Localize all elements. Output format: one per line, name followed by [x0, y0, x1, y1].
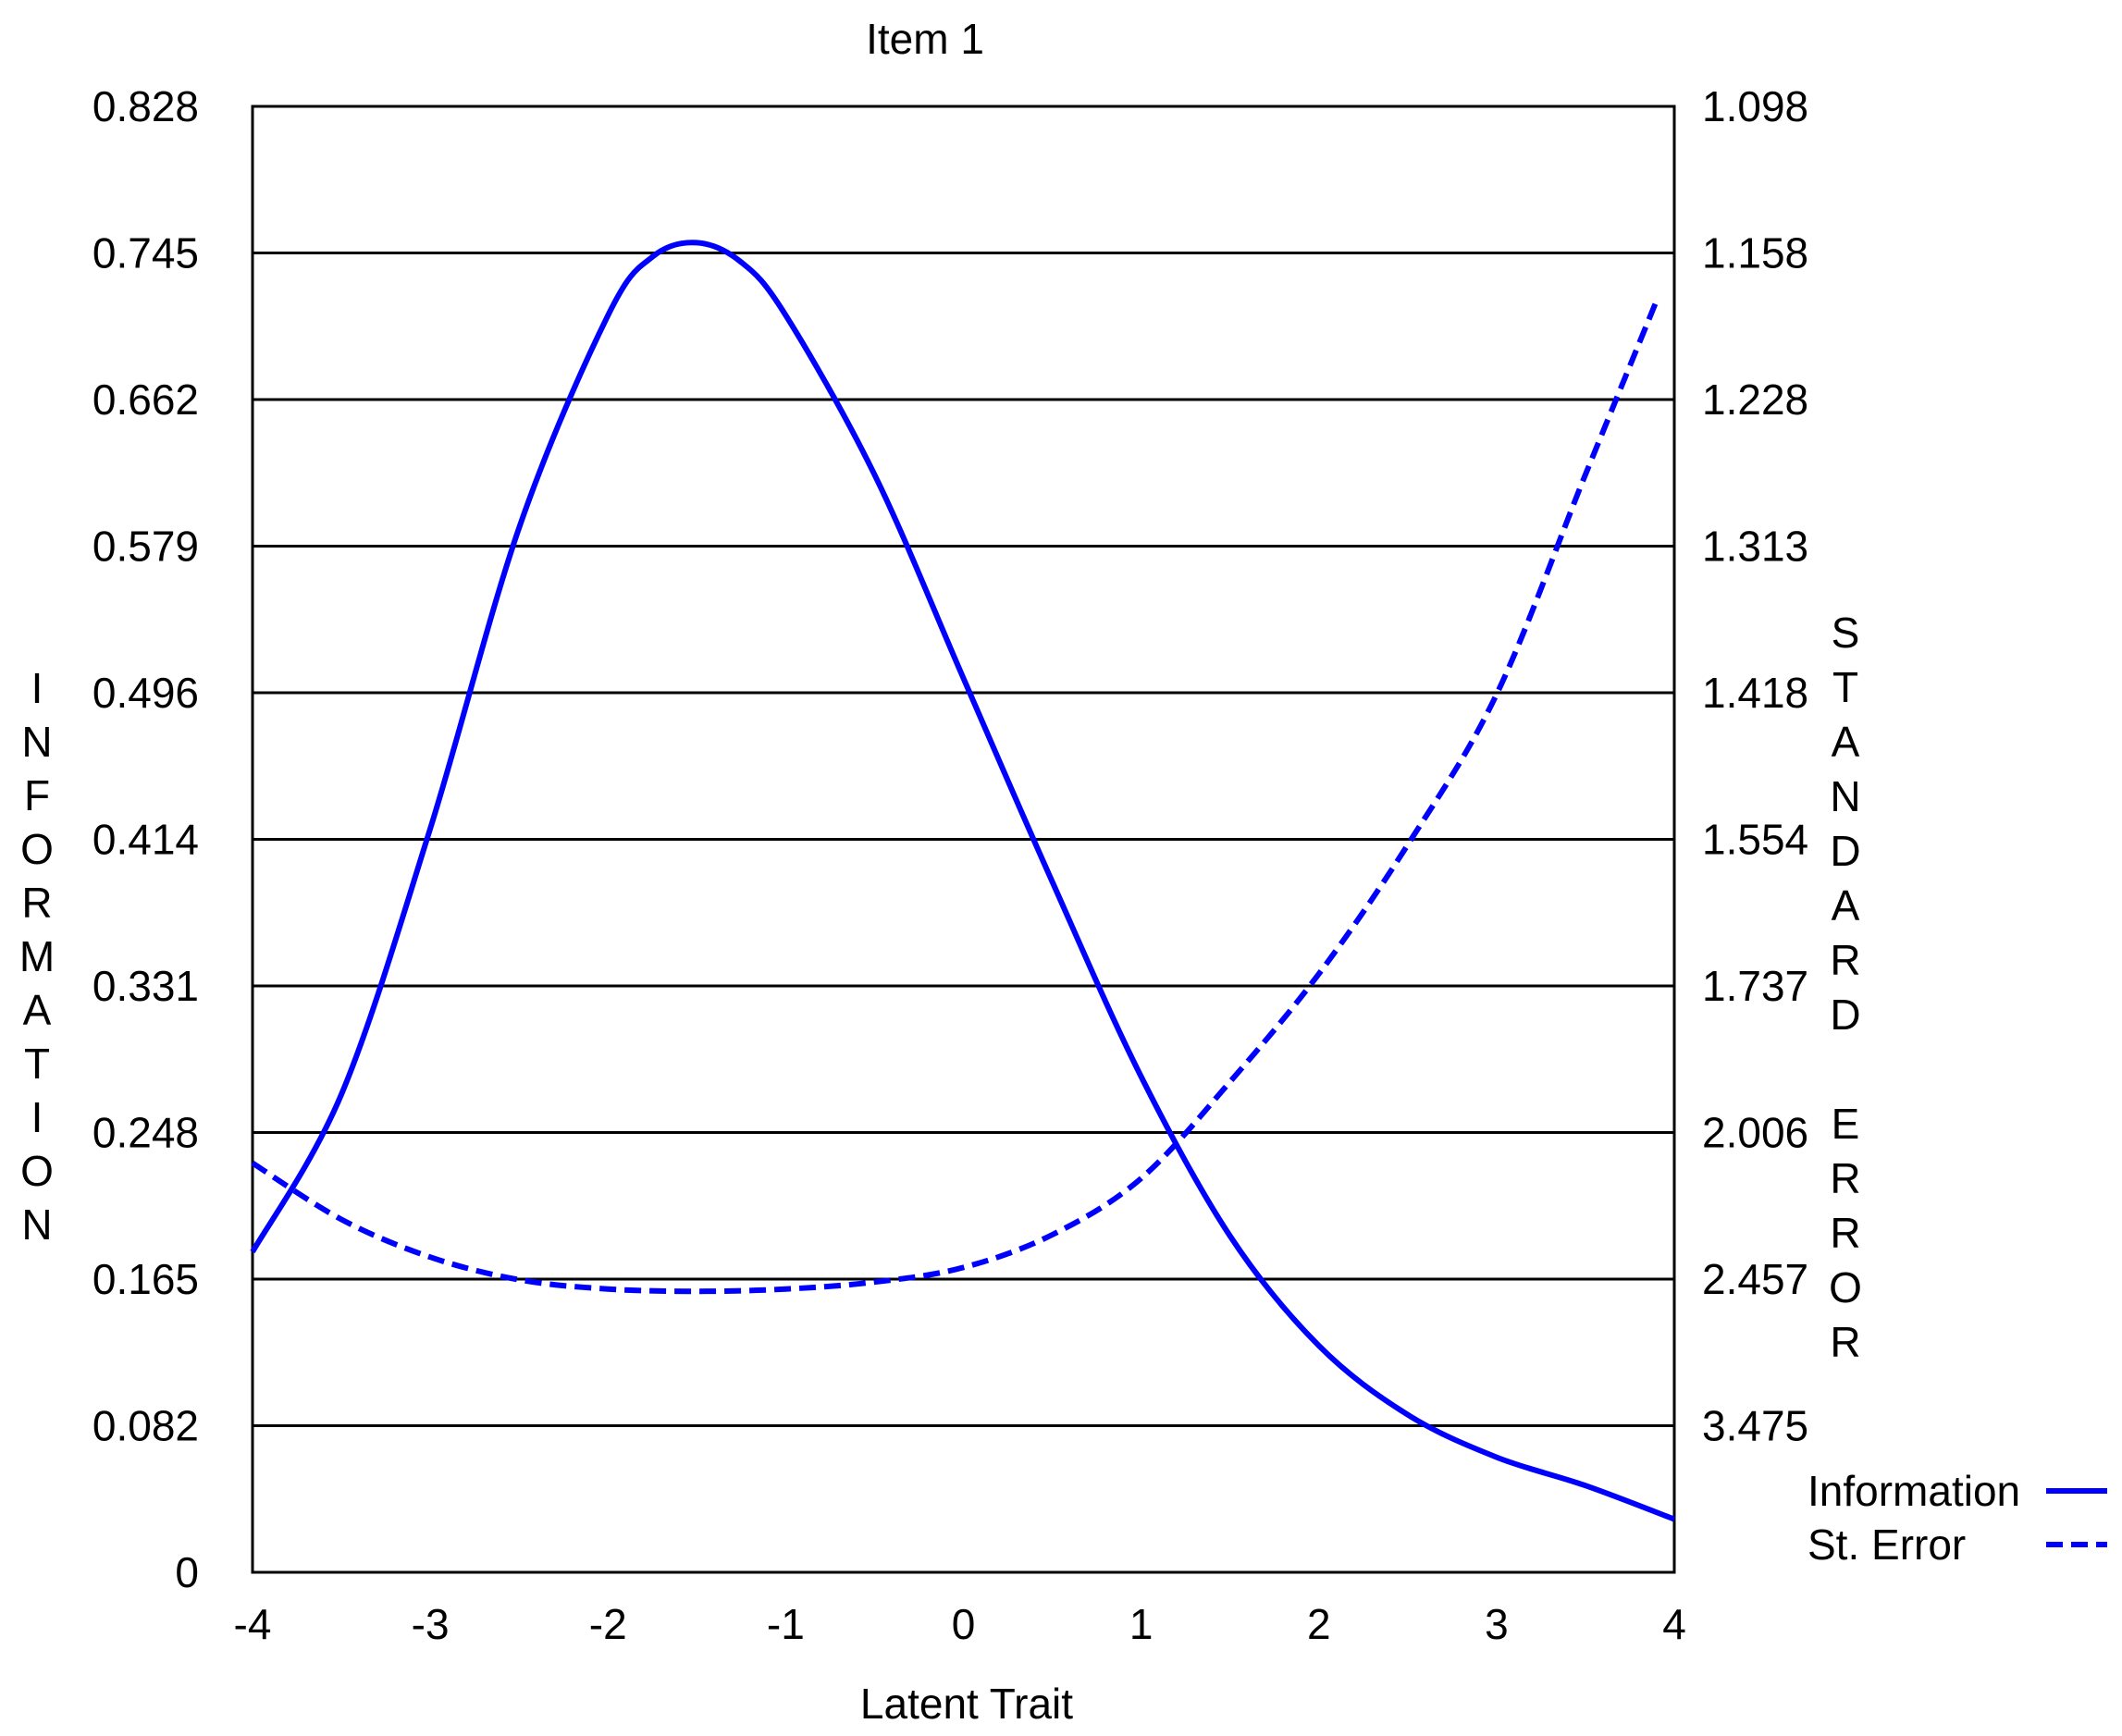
left-tick-label: 0.082	[93, 1402, 199, 1450]
left-tick-label: 0.579	[93, 523, 199, 571]
right-axis-label-letter: R	[1830, 1209, 1860, 1257]
left-tick-label: 0.248	[93, 1109, 199, 1157]
chart-title: Item 1	[866, 15, 984, 63]
left-tick-label: 0.331	[93, 962, 199, 1010]
right-tick-label: 1.313	[1702, 523, 1808, 571]
right-tick-label: 1.418	[1702, 669, 1808, 717]
left-axis-label-letter: R	[21, 879, 52, 927]
right-axis-label-letter: R	[1830, 1154, 1860, 1202]
right-axis-label-letter: A	[1832, 881, 1860, 930]
right-tick-label: 1.737	[1702, 962, 1808, 1010]
x-tick-label: 0	[952, 1600, 976, 1648]
x-tick-label: 3	[1485, 1600, 1509, 1648]
x-tick-label: -2	[589, 1600, 627, 1648]
legend-label: St. Error	[1807, 1521, 1966, 1569]
x-tick-label: -3	[412, 1600, 450, 1648]
right-tick-label: 1.098	[1702, 82, 1808, 130]
legend-label: Information	[1807, 1467, 2020, 1515]
left-tick-label: 0.414	[93, 816, 199, 864]
series-information-line	[250, 240, 1676, 1522]
gridlines	[253, 105, 1674, 1427]
x-axis-ticks: -4 -3 -2 -1 0 1 2 3 4	[234, 1600, 1686, 1648]
left-tick-label: 0.745	[93, 229, 199, 277]
right-axis-label-letter: S	[1832, 609, 1860, 657]
right-tick-label: 3.475	[1702, 1402, 1808, 1450]
right-axis-label-letter: N	[1830, 772, 1860, 820]
right-axis-ticks: 3.475 2.457 2.006 1.737 1.554 1.418 1.313 1.228…	[1702, 82, 1808, 1450]
left-tick-label: 0.165	[93, 1255, 199, 1303]
legend: Information St. Error	[1807, 1467, 2107, 1569]
left-tick-label: 0.662	[93, 376, 199, 424]
series-st-error-line	[251, 300, 1659, 1295]
left-axis-label-letter: F	[24, 771, 50, 819]
x-tick-label: -1	[767, 1600, 805, 1648]
left-axis-label-letter: N	[21, 1200, 52, 1249]
left-tick-label: 0	[175, 1548, 199, 1596]
left-axis-label-letter: A	[23, 986, 52, 1034]
right-axis-label-letter: D	[1830, 991, 1860, 1039]
right-tick-label: 1.158	[1702, 229, 1808, 277]
left-axis-label-letter: N	[21, 718, 52, 766]
plot-area-frame	[251, 105, 1676, 1574]
left-axis-label-letter: M	[19, 932, 55, 980]
series-layer	[250, 240, 1676, 1522]
right-axis-label-letter: E	[1832, 1100, 1860, 1148]
left-tick-label: 0.828	[93, 82, 199, 130]
left-axis-ticks: 0 0.082 0.165 0.248 0.331 0.414 0.496 0.579 0.66…	[93, 82, 199, 1596]
right-tick-label: 2.457	[1702, 1255, 1808, 1303]
x-tick-label: 4	[1662, 1600, 1686, 1648]
x-axis-label: Latent Trait	[860, 1680, 1073, 1728]
left-tick-label: 0.496	[93, 669, 199, 717]
right-tick-label: 1.228	[1702, 376, 1808, 424]
left-axis-label-letter: O	[20, 1147, 54, 1195]
left-axis-label-letter: O	[20, 825, 54, 873]
right-axis-label-letter: A	[1832, 718, 1860, 766]
right-axis-label-letter: R	[1830, 1318, 1860, 1366]
right-axis-label-letter: R	[1830, 936, 1860, 984]
x-tick-label: 1	[1129, 1600, 1154, 1648]
right-axis-label-letter: O	[1829, 1263, 1862, 1311]
left-axis-label-letter: I	[31, 1093, 43, 1141]
left-axis-label-letter: T	[24, 1040, 50, 1088]
right-tick-label: 1.554	[1702, 816, 1808, 864]
right-axis-label-letter: T	[1832, 663, 1858, 711]
x-tick-label: 2	[1307, 1600, 1331, 1648]
right-tick-label: 2.006	[1702, 1109, 1808, 1157]
x-tick-label: -4	[234, 1600, 272, 1648]
left-axis-label-letter: I	[31, 664, 43, 712]
right-axis-label-letter: D	[1830, 827, 1860, 875]
